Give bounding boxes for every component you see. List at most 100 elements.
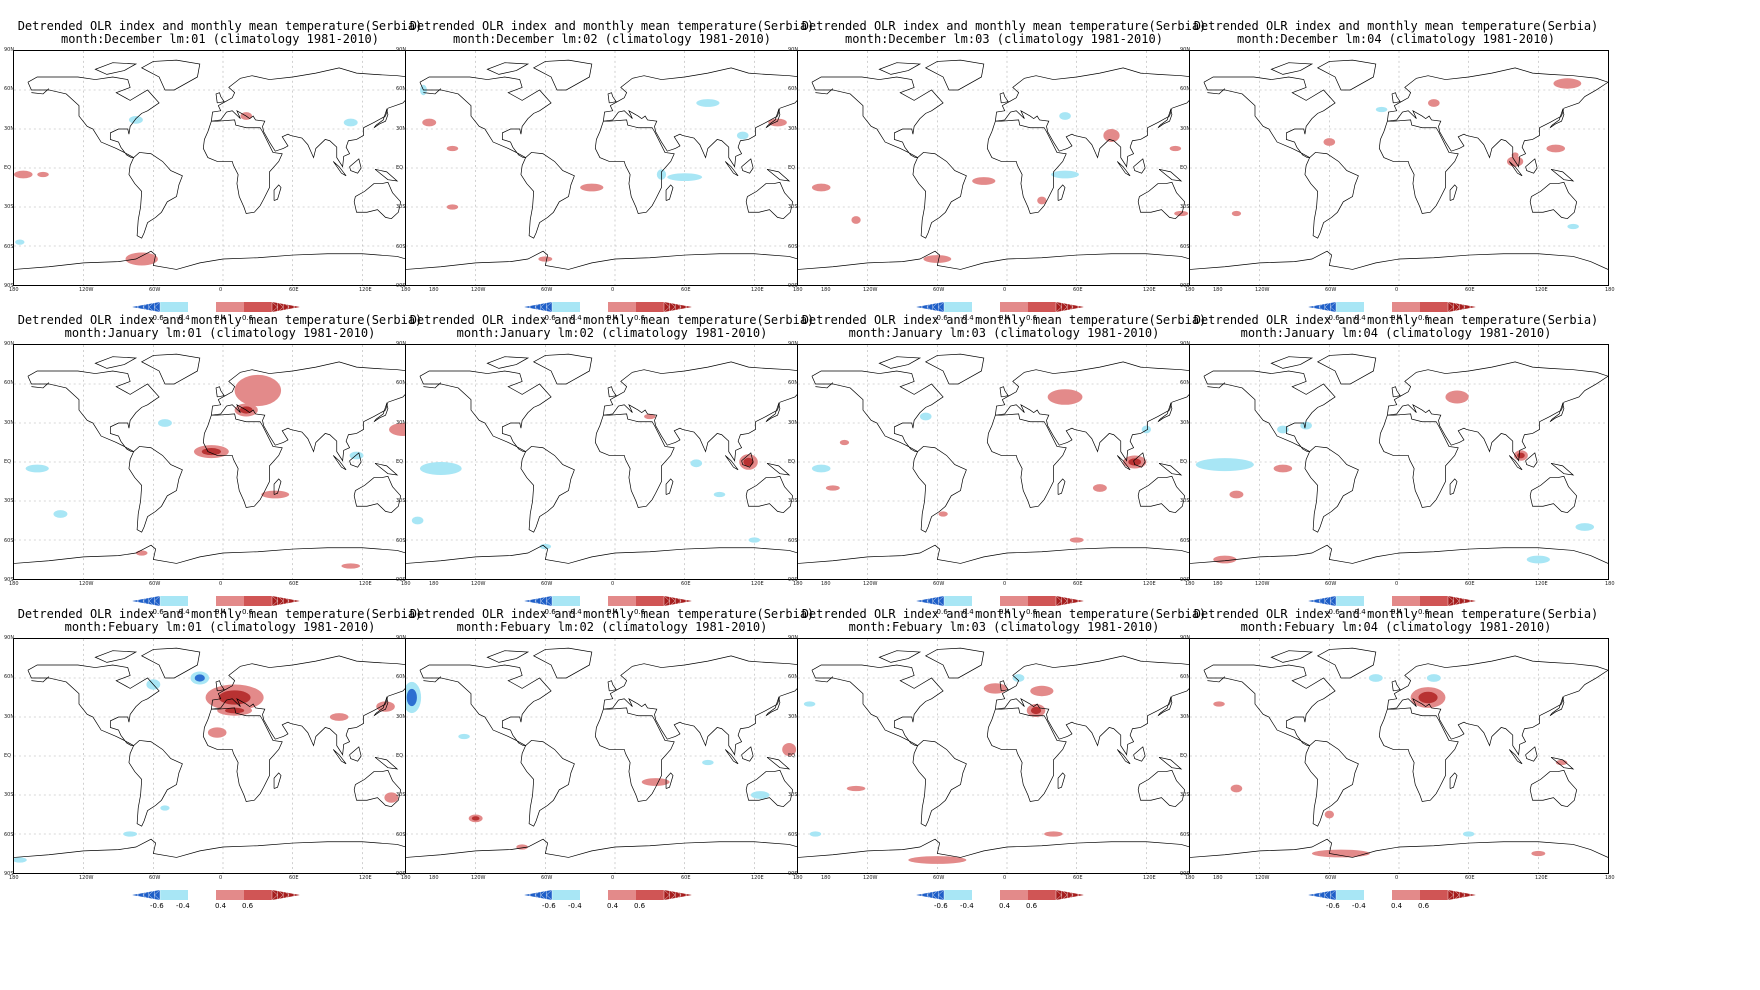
- positive-anomaly-region: [1103, 129, 1120, 142]
- colorbar-segment: [1056, 890, 1084, 900]
- longitude-label: 180: [429, 287, 439, 293]
- map-canvas: [405, 345, 825, 579]
- positive-anomaly-region: [1230, 784, 1243, 793]
- coastline: [1270, 62, 1314, 75]
- colorbar-label: 0.4: [215, 314, 227, 322]
- coastline: [405, 838, 825, 858]
- world-map: [797, 344, 1217, 580]
- longitude-label: 120E: [751, 287, 764, 293]
- longitude-label: 0: [611, 875, 615, 881]
- strong-positive-anomaly-region: [1030, 706, 1042, 715]
- panel-title: Detrended OLR index and monthly mean tem…: [409, 607, 815, 621]
- map-panel: Detrended OLR index and monthly mean tem…: [784, 588, 1224, 918]
- coastline: [1525, 158, 1538, 174]
- colorbar-label: -0.6: [1326, 314, 1340, 322]
- longitude-label: 60W: [1325, 875, 1337, 881]
- coastline: [31, 88, 50, 95]
- latitude-label: 60S: [788, 243, 798, 250]
- latitude-label: 30N: [396, 125, 407, 132]
- longitude-label: 180: [1213, 875, 1223, 881]
- colorbar-tick-shape: [1066, 595, 1074, 607]
- positive-anomaly-region: [1044, 831, 1063, 837]
- latitude-label: 30S: [396, 498, 406, 505]
- latitude-label: 60N: [1180, 674, 1191, 681]
- longitude-label: 60E: [681, 287, 691, 293]
- coastline: [924, 647, 985, 679]
- coastline: [986, 119, 1067, 214]
- positive-anomaly-region: [839, 439, 850, 446]
- coastline: [811, 664, 944, 746]
- colorbar: [524, 301, 693, 313]
- coastline: [766, 756, 791, 770]
- coastline: [1550, 168, 1575, 182]
- latitude-label: 30S: [4, 498, 14, 505]
- coastline: [724, 455, 739, 471]
- latitude-label: EQ: [788, 459, 796, 465]
- colorbar-tick-shape: [524, 595, 530, 607]
- colorbar-tick-shape: [1330, 301, 1337, 313]
- colorbar-tick-shape: [1453, 889, 1460, 901]
- longitude-label: 180: [793, 581, 803, 587]
- coastline: [1549, 402, 1565, 423]
- latitude-label: 60S: [1180, 243, 1190, 250]
- negative-anomaly-region: [128, 116, 143, 124]
- colorbar-segment: [272, 596, 300, 606]
- coastline: [1449, 478, 1458, 495]
- coastline: [202, 413, 283, 508]
- longitude-label: 120W: [79, 875, 94, 881]
- colorbar-label: 0.6: [242, 314, 254, 322]
- latitude-label: EQ: [4, 753, 12, 759]
- coastline: [1189, 250, 1609, 270]
- coastline: [211, 655, 433, 756]
- colorbar-tick-shape: [1458, 301, 1466, 313]
- longitude-label: 120W: [79, 287, 94, 293]
- positive-anomaly-region: [908, 856, 967, 864]
- strong-positive-anomaly-region: [1418, 691, 1438, 704]
- map-panel: Detrended OLR index and monthly mean tem…: [0, 588, 440, 918]
- longitude-label: 60E: [289, 581, 299, 587]
- positive-anomaly-region: [923, 255, 952, 263]
- longitude-label: 180: [9, 875, 19, 881]
- colorbar-tick-shape: [1458, 889, 1466, 901]
- longitude-label: 120W: [1255, 287, 1270, 293]
- coastline: [374, 756, 399, 770]
- coastline: [1133, 746, 1146, 762]
- colorbar: [916, 595, 1085, 607]
- coastline: [724, 749, 739, 765]
- colorbar-tick-shape: [282, 595, 290, 607]
- colorbar-tick-shape: [669, 889, 676, 901]
- colorbar-label: 0.6: [1418, 314, 1430, 322]
- colorbar-tick-shape: [1061, 301, 1068, 313]
- strong-positive-anomaly-region: [471, 816, 480, 821]
- coastline: [986, 707, 1067, 802]
- latitude-label: 60S: [396, 243, 406, 250]
- latitude-label: 60N: [1180, 86, 1191, 93]
- negative-anomaly-region: [1426, 674, 1441, 682]
- colorbar-segment: [1336, 596, 1364, 606]
- map-panel: Detrended OLR index and monthly mean tem…: [1176, 588, 1616, 918]
- longitude-label: 0: [219, 287, 223, 293]
- colorbar-tick-shape: [1470, 889, 1477, 901]
- coastline: [1207, 382, 1226, 389]
- longitude-label: 60E: [1465, 875, 1475, 881]
- longitude-label: 0: [1395, 581, 1399, 587]
- coastline: [211, 361, 433, 462]
- colorbar-segment: [132, 596, 160, 606]
- positive-anomaly-region: [538, 256, 553, 262]
- longitude-label: 60E: [681, 875, 691, 881]
- colorbar-segment: [1000, 302, 1028, 312]
- coastline: [1549, 696, 1565, 717]
- latitude-label: EQ: [396, 459, 404, 465]
- colorbar-tick-shape: [686, 301, 693, 313]
- colorbar-label: -0.6: [1326, 608, 1340, 616]
- colorbar-segment: [1000, 596, 1028, 606]
- latitude-label: 90N: [788, 341, 799, 347]
- negative-anomaly-region: [1368, 674, 1383, 682]
- colorbar-label: 0.4: [999, 314, 1011, 322]
- coastline: [924, 353, 985, 385]
- panel-subtitle: month:Febuary lm:04 (climatology 1981-20…: [1240, 620, 1552, 634]
- latitude-label: EQ: [396, 165, 404, 171]
- colorbar-label: 0.6: [1418, 902, 1430, 910]
- longitude-label: 0: [1395, 287, 1399, 293]
- colorbar-segment: [1028, 596, 1056, 606]
